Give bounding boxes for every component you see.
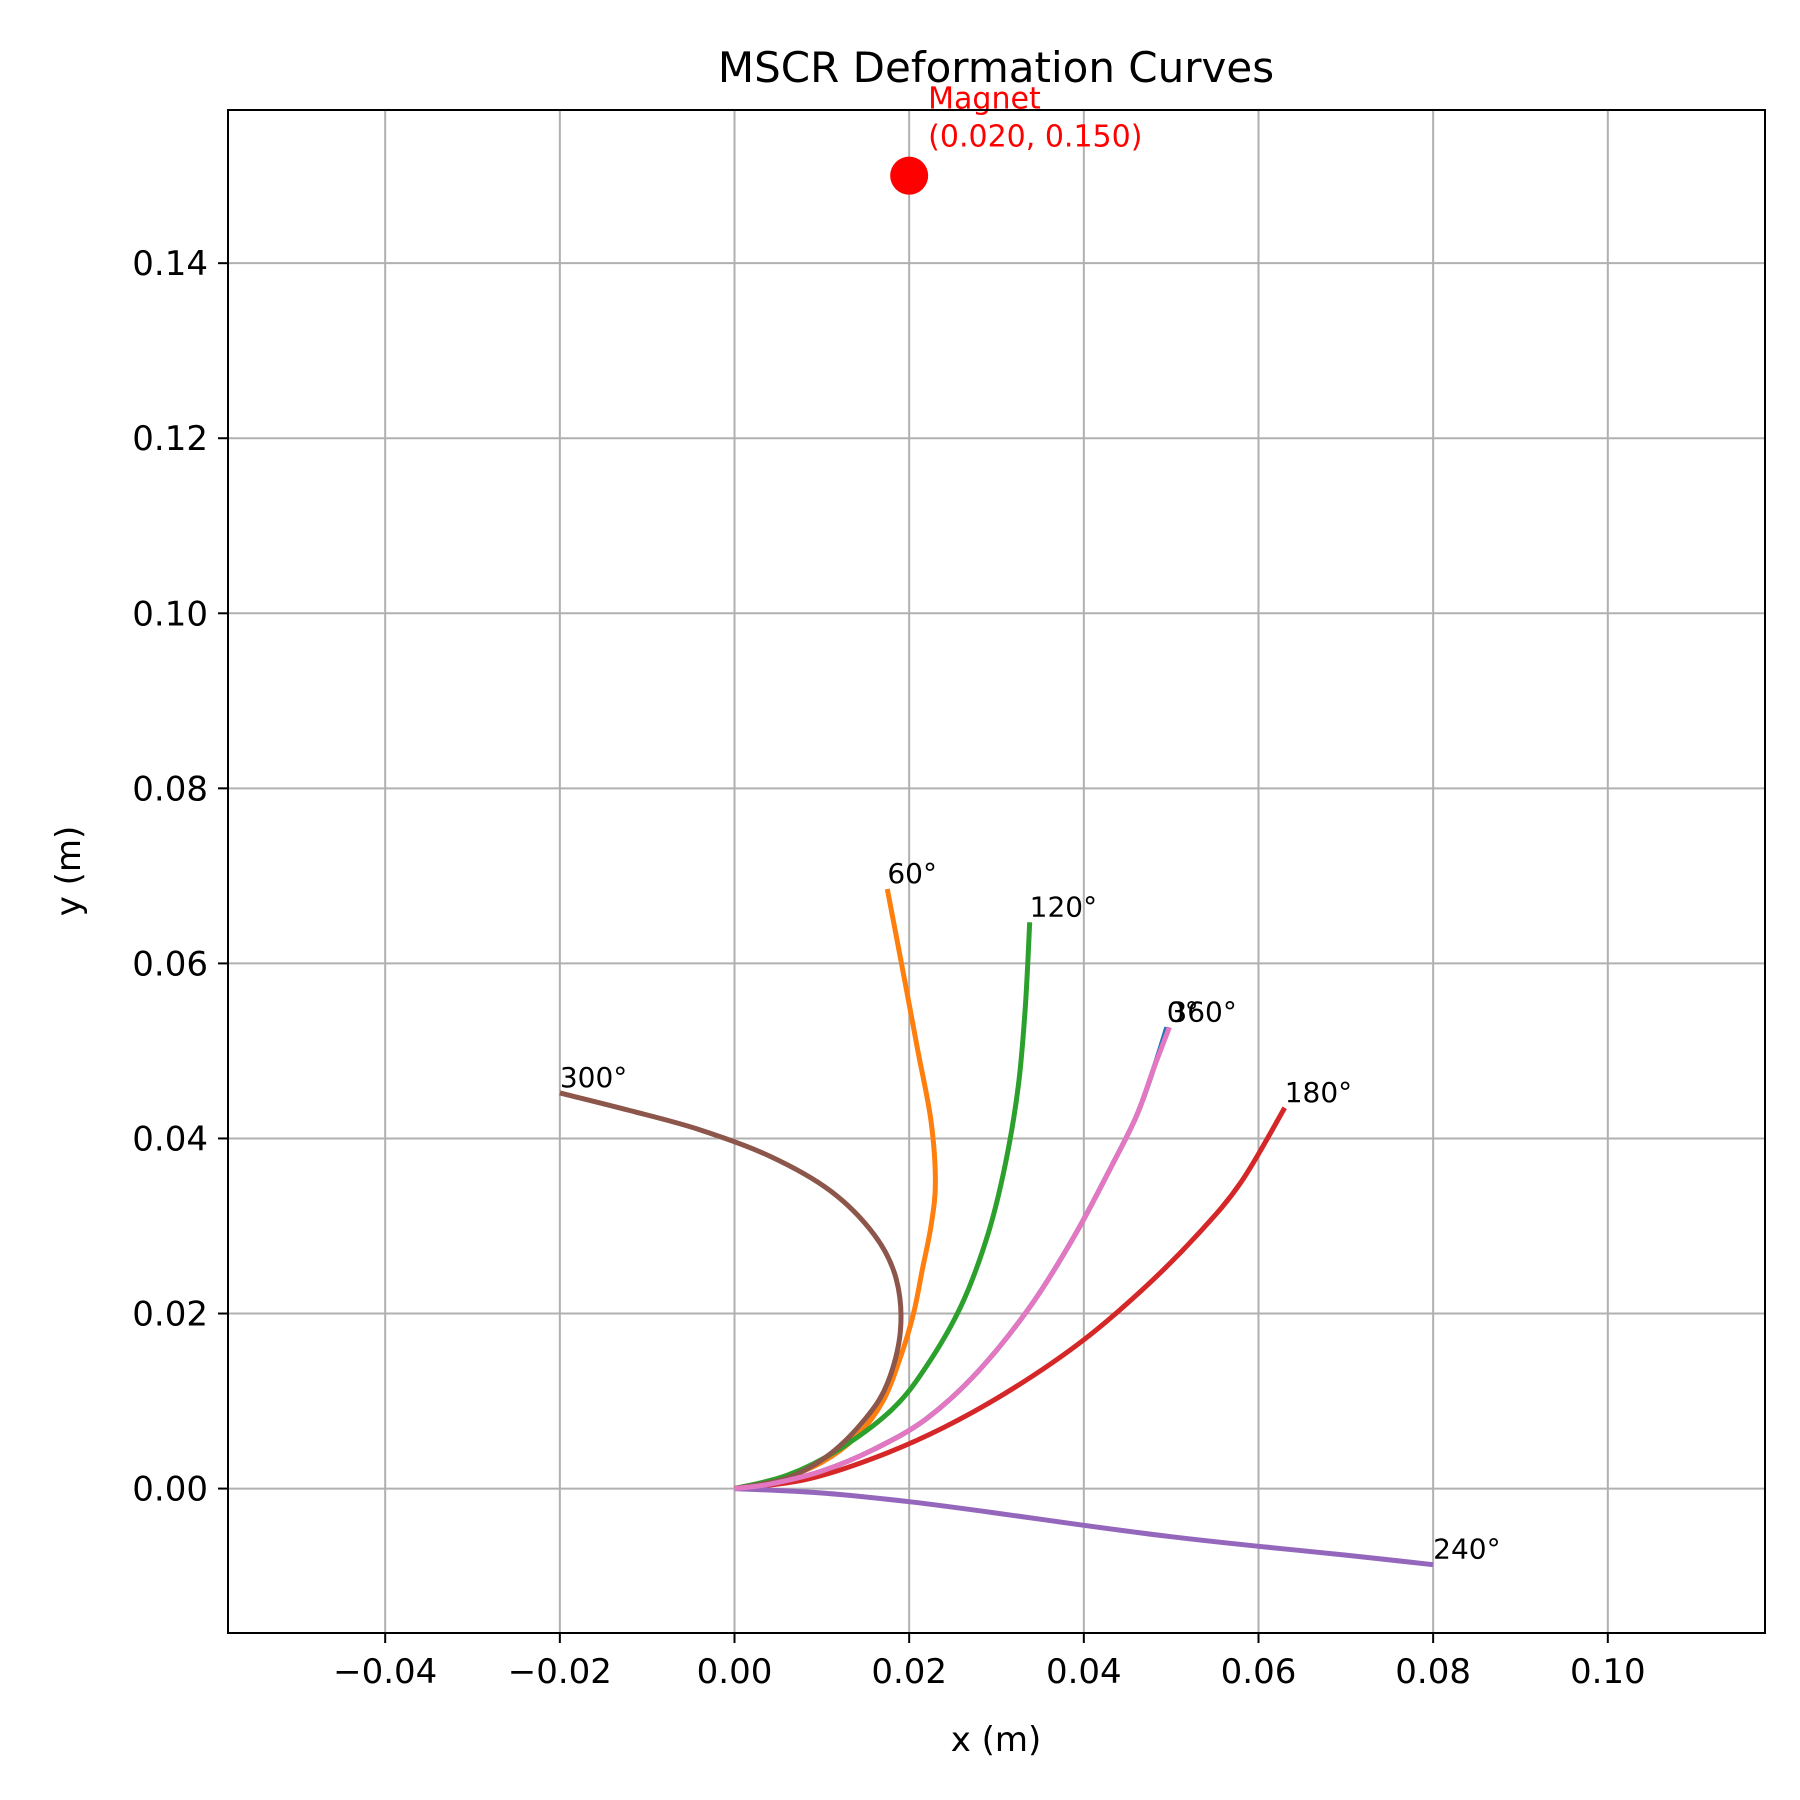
y-tick-label: 0.08 bbox=[132, 769, 208, 809]
curve-300-deg bbox=[559, 1090, 904, 1492]
x-tick-label: 0.00 bbox=[697, 1652, 773, 1692]
y-tick-label: 0.12 bbox=[132, 419, 208, 459]
curve-360-deg bbox=[734, 1026, 1172, 1492]
curve-end-label: 360° bbox=[1169, 995, 1236, 1028]
magnet-coordinates-label: (0.020, 0.150) bbox=[928, 120, 1142, 155]
axis-ticks: −0.04 −0.02 0.00 0.02 0.04 0.06 0.08 0.10 0.00 0.… bbox=[132, 244, 1645, 1692]
x-tick-label: 0.06 bbox=[1221, 1652, 1297, 1692]
curve-0-deg bbox=[734, 1026, 1170, 1492]
y-tick-label: 0.10 bbox=[132, 594, 208, 634]
curve-end-label: 180° bbox=[1285, 1076, 1352, 1109]
x-tick-label: 0.04 bbox=[1046, 1652, 1122, 1692]
curve-240-deg bbox=[734, 1486, 1434, 1568]
x-tick-label: 0.08 bbox=[1395, 1652, 1471, 1692]
chart-title: MSCR Deformation Curves bbox=[718, 43, 1274, 92]
x-tick-label: −0.02 bbox=[508, 1652, 612, 1692]
plot-frame bbox=[227, 109, 1766, 1634]
curve-end-label: 0° bbox=[1167, 995, 1199, 1028]
y-tick-label: 0.04 bbox=[132, 1119, 208, 1159]
x-tick-label: −0.04 bbox=[333, 1652, 437, 1692]
y-axis-label: y (m) bbox=[49, 826, 89, 917]
curve-end-label: 120° bbox=[1030, 890, 1097, 923]
curve-end-label: 240° bbox=[1433, 1533, 1500, 1566]
x-tick-label: 0.10 bbox=[1570, 1652, 1646, 1692]
curve-180-deg bbox=[734, 1106, 1287, 1492]
curve-end-label: 300° bbox=[560, 1061, 627, 1094]
x-tick-label: 0.02 bbox=[871, 1652, 947, 1692]
magnet-marker bbox=[890, 156, 929, 195]
curve-end-label: 60° bbox=[887, 857, 937, 890]
curve-series: 0° 60° 120° 180° 240° 300° 360° bbox=[559, 857, 1501, 1568]
magnet-marker-group: Magnet(0.020, 0.150) bbox=[890, 82, 1142, 195]
y-tick-label: 0.14 bbox=[132, 244, 208, 284]
y-tick-label: 0.02 bbox=[132, 1295, 208, 1335]
x-axis-label: x (m) bbox=[951, 1720, 1042, 1760]
y-tick-label: 0.06 bbox=[132, 944, 208, 984]
y-tick-label: 0.00 bbox=[132, 1470, 208, 1510]
grid bbox=[228, 110, 1765, 1633]
magnet-label: Magnet bbox=[928, 82, 1041, 117]
